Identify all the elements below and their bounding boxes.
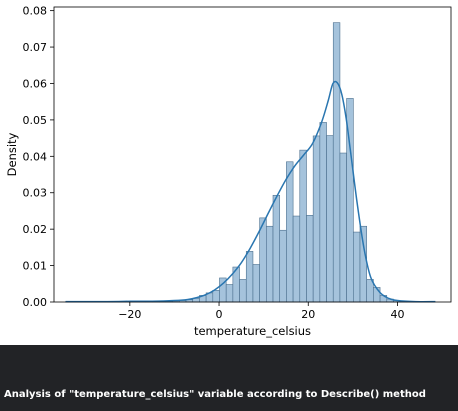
histogram-bar [279,229,287,303]
histogram-bar [286,161,294,303]
caption-bar: Analysis of "temperature_celsius" variab… [0,345,458,411]
y-tick-label: 0.08 [23,5,48,18]
y-tick-label: 0.04 [23,150,48,163]
y-tick-label: 0.07 [23,41,48,54]
histogram-chart: −20 0 20 40 0.000.010.020.030.040.050.060.0… [5,5,452,338]
histogram-bar [353,231,361,303]
histogram-bar [272,194,281,303]
histogram-bar [319,122,327,303]
histogram-bar [359,225,367,303]
y-axis-label: Density [5,132,19,176]
histogram-bar [312,135,321,303]
histogram-bar [245,251,254,303]
x-tick-label: 40 [390,308,404,321]
histogram-bar [252,264,260,303]
y-tick-label: 0.00 [23,296,48,309]
x-axis-ticks: −20 0 20 40 [118,302,404,321]
histogram-bar [299,149,307,303]
histogram-bar [306,215,314,303]
caption-text: Analysis of "temperature_celsius" variab… [4,389,426,400]
y-tick-label: 0.02 [23,223,48,236]
histogram-bar [239,279,247,303]
y-tick-label: 0.01 [23,260,48,273]
histogram-bars [65,22,434,303]
x-tick-label: −20 [118,308,141,321]
chart-area: −20 0 20 40 0.00 0.01 0.02 0.03 0.04 0.05 0.06 0.0… [5,4,452,338]
histogram-bar [212,290,220,303]
kde-curve-group [65,80,436,303]
y-tick-label: 0.03 [23,187,48,200]
kde-curve [65,80,436,303]
histogram-bar [332,22,341,303]
x-axis-label: temperature_celsius [194,324,311,338]
x-tick-label: 20 [301,308,315,321]
y-axis-ticks: 0.00 0.01 0.02 0.03 0.04 0.05 0.06 0.07 0.08 [23,5,54,309]
histogram-bar [292,215,301,303]
y-tick-label: 0.05 [23,114,48,127]
histogram-bar [326,135,334,303]
x-tick-label: 0 [216,308,223,321]
histogram-bar [339,152,347,303]
histogram-bar [225,284,234,303]
plot-frame [53,6,452,303]
histogram-bar [266,225,274,303]
histogram-bar [259,217,267,303]
y-tick-label: 0.06 [23,77,48,90]
